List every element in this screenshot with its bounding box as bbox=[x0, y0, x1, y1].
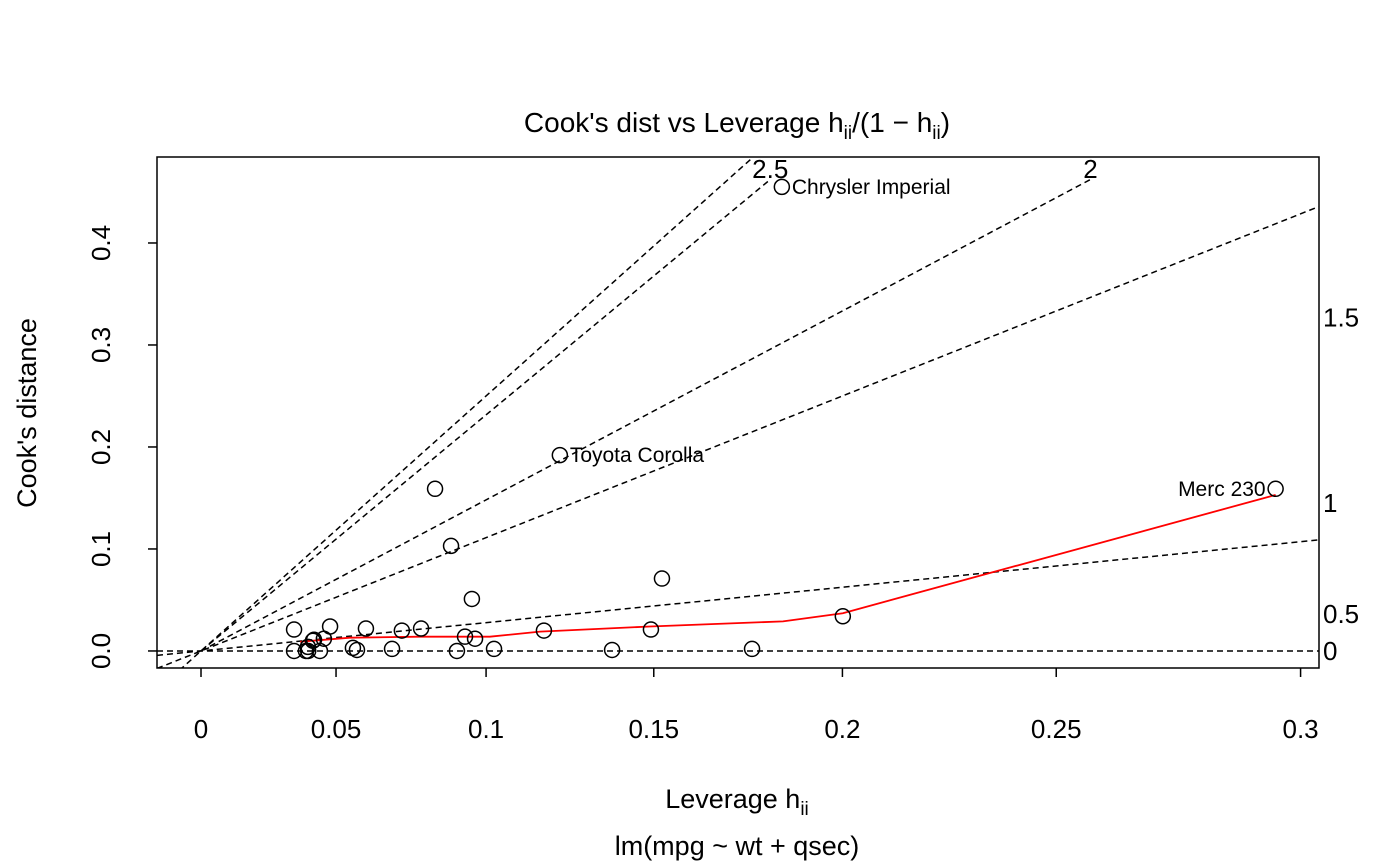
point bbox=[448, 642, 466, 660]
contour-line bbox=[200, 178, 1091, 652]
x-tick-label: 0 bbox=[194, 714, 208, 744]
point bbox=[348, 641, 366, 659]
point bbox=[535, 622, 553, 639]
point bbox=[743, 640, 761, 658]
point bbox=[653, 570, 671, 587]
point bbox=[285, 621, 303, 638]
x-tick-label: 0.05 bbox=[311, 714, 362, 744]
x-label-part: ii bbox=[800, 799, 808, 820]
point bbox=[315, 630, 333, 647]
point bbox=[1267, 480, 1284, 498]
contour-label: 2 bbox=[1083, 154, 1097, 184]
x-tick-label: 0.3 bbox=[1283, 714, 1319, 744]
smoother-line bbox=[300, 494, 1276, 643]
contour-label: 0.5 bbox=[1323, 599, 1359, 629]
point bbox=[551, 446, 569, 464]
point bbox=[834, 608, 852, 625]
title-part: Cook's dist vs Leverage h bbox=[524, 107, 844, 138]
y-axis-label: Cook's distance bbox=[12, 318, 42, 508]
x-tick-label: 0.15 bbox=[628, 714, 679, 744]
point bbox=[485, 640, 503, 658]
x-tick-label: 0.1 bbox=[468, 714, 504, 744]
point bbox=[383, 640, 401, 658]
point bbox=[412, 620, 430, 637]
x-tick-label: 0.2 bbox=[824, 714, 860, 744]
contour-line bbox=[157, 205, 1319, 668]
y-tick-label: 0.2 bbox=[86, 429, 116, 465]
point bbox=[642, 621, 660, 638]
chart-title: Cook's dist vs Leverage hii/(1 − hii) bbox=[524, 107, 950, 144]
point bbox=[299, 642, 317, 660]
point bbox=[773, 178, 791, 196]
point bbox=[426, 480, 444, 498]
point bbox=[393, 622, 411, 639]
title-part: ii bbox=[932, 123, 940, 144]
title-part: ii bbox=[844, 123, 852, 144]
plot-frame bbox=[156, 156, 1320, 669]
point bbox=[463, 590, 481, 608]
point bbox=[299, 638, 317, 656]
x-label-part: Leverage h bbox=[665, 784, 800, 814]
y-tick-label: 0.1 bbox=[86, 531, 116, 567]
point-label: Chrysler Imperial bbox=[792, 176, 951, 199]
y-tick-label: 0.4 bbox=[86, 225, 116, 261]
point bbox=[456, 628, 474, 645]
point bbox=[466, 630, 484, 647]
point-label: Toyota Corolla bbox=[570, 444, 705, 467]
subtitle: lm(mpg ~ wt + qsec) bbox=[615, 831, 860, 861]
x-tick-label: 0.25 bbox=[1031, 714, 1082, 744]
x-axis-label: Leverage hii bbox=[665, 784, 809, 820]
contour-label: 1 bbox=[1323, 488, 1337, 518]
title-part: /(1 − h bbox=[852, 107, 932, 138]
point bbox=[357, 620, 375, 637]
point-label: Merc 230 bbox=[1178, 478, 1266, 501]
contour-line bbox=[157, 539, 1319, 657]
y-tick-label: 0.0 bbox=[86, 633, 116, 669]
title-part: ) bbox=[941, 107, 950, 138]
point bbox=[442, 537, 460, 555]
contour-label: 1.5 bbox=[1323, 303, 1359, 333]
contour-line bbox=[180, 157, 755, 668]
y-tick-label: 0.3 bbox=[86, 327, 116, 363]
point bbox=[311, 642, 329, 660]
contour-line bbox=[200, 178, 771, 652]
plot-area bbox=[157, 157, 1319, 668]
contour-label: 0 bbox=[1323, 636, 1337, 666]
point bbox=[603, 641, 621, 659]
